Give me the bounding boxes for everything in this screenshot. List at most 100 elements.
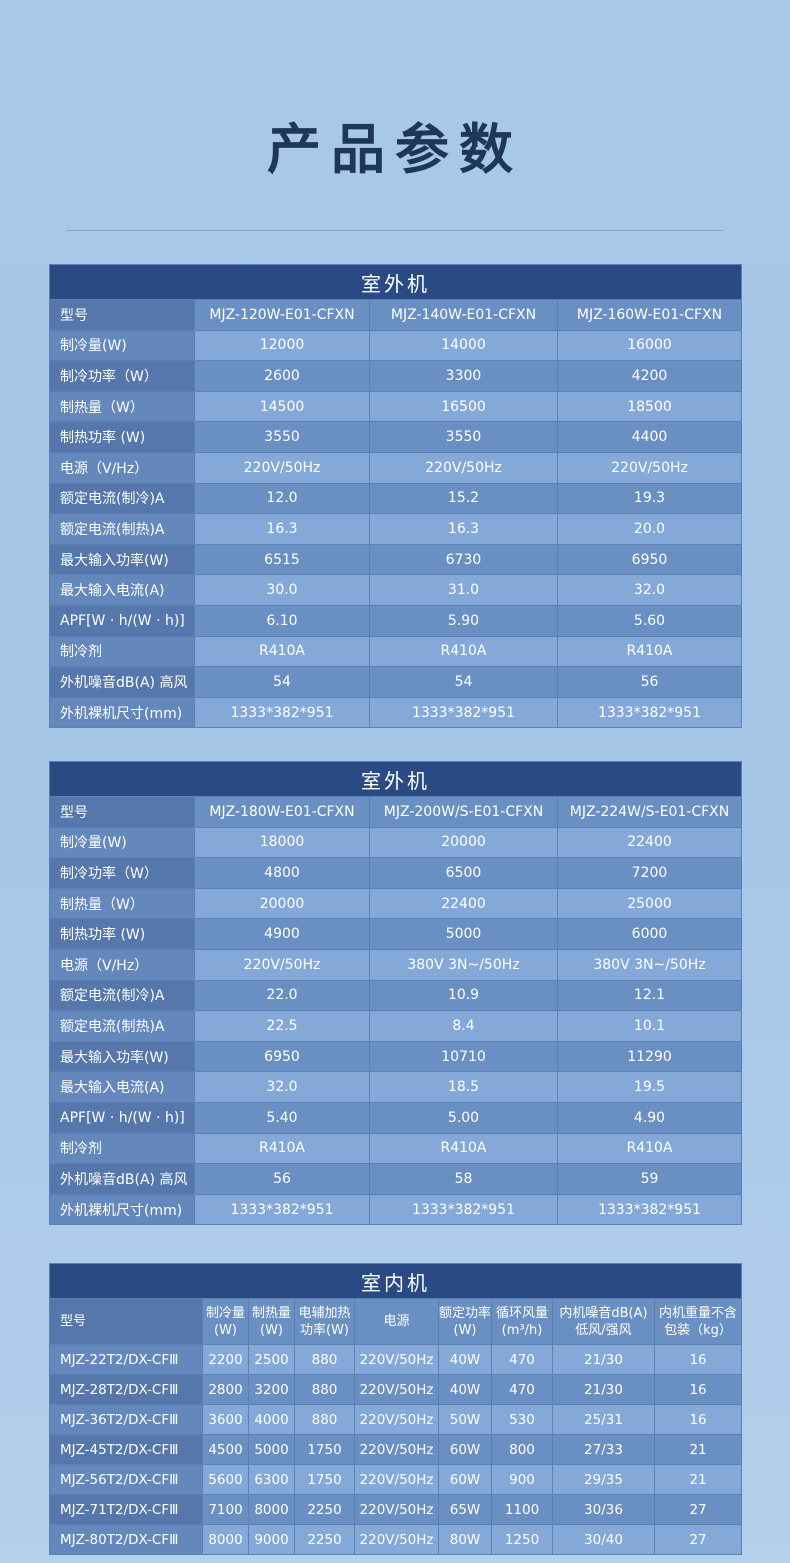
cell-value: 4.90 xyxy=(557,1101,742,1134)
row-label: 制冷量(W) xyxy=(49,826,195,859)
cell-value: 4200 xyxy=(557,360,742,392)
cell-value: 7200 xyxy=(557,857,742,889)
cell-value: 40W xyxy=(438,1344,492,1375)
table-caption: 室外机 xyxy=(49,761,742,797)
cell-value: 220V/50Hz xyxy=(354,1404,439,1435)
cell-value: 16.3 xyxy=(369,513,558,545)
table-row: 电源（V/Hz） 220V/50Hz 380V 3N~/50Hz 380V 3N~/5… xyxy=(49,948,742,981)
cell-value: 2250 xyxy=(294,1494,355,1525)
table-header-row: 型号 制冷量(W) 制热量(W) 电辅加热功率(W) 电源 额定功率(W) 循环风量(m³/… xyxy=(49,1298,743,1345)
table-caption-row: 室外机 xyxy=(49,761,742,797)
cell-value: 21/30 xyxy=(552,1374,655,1405)
cell-value: 16 xyxy=(653,1374,743,1405)
table-row: 最大输入功率(W) 6515 6730 6950 xyxy=(49,543,742,576)
cell-value: 5.90 xyxy=(369,604,558,637)
cell-value: 10.9 xyxy=(369,979,558,1012)
cell-value: 27/33 xyxy=(552,1434,655,1465)
cell-value: 220V/50Hz xyxy=(194,451,370,484)
column-header: 电源 xyxy=(354,1298,439,1345)
cell-value: 1333*382*951 xyxy=(194,696,370,729)
cell-value: 8.4 xyxy=(369,1010,558,1042)
cell-value: 8000 xyxy=(248,1494,295,1525)
table-row: MJZ-36T2/DX-CFⅢ 3600 4000 880 220V/50Hz 50W 53… xyxy=(49,1404,743,1435)
cell-value: 65W xyxy=(438,1494,492,1525)
cell-value: 27 xyxy=(653,1524,743,1555)
cell-value: MJZ-224W/S-E01-CFXN xyxy=(557,796,742,828)
table-row: 制冷功率（W） 4800 6500 7200 xyxy=(49,857,742,889)
table-caption: 室外机 xyxy=(49,264,742,300)
divider xyxy=(67,230,723,231)
row-label: MJZ-71T2/DX-CFⅢ xyxy=(49,1494,203,1525)
cell-value: 12.1 xyxy=(557,979,742,1012)
cell-value: 4400 xyxy=(557,421,742,453)
cell-value: R410A xyxy=(557,1132,742,1165)
cell-value: 20000 xyxy=(369,826,558,859)
cell-value: 11290 xyxy=(557,1040,742,1073)
cell-value: 16000 xyxy=(557,329,742,362)
table-row: 外机噪音dB(A) 高风 56 58 59 xyxy=(49,1163,742,1195)
cell-value: 20000 xyxy=(194,887,370,920)
cell-value: 6.10 xyxy=(194,604,370,637)
table-row: 电源（V/Hz） 220V/50Hz 220V/50Hz 220V/50Hz xyxy=(49,451,742,484)
table-row: 型号 MJZ-120W-E01-CFXN MJZ-140W-E01-CFXN MJZ-… xyxy=(49,299,742,331)
row-label: 最大输入电流(A) xyxy=(49,574,195,606)
row-label: MJZ-56T2/DX-CFⅢ xyxy=(49,1464,203,1495)
row-label: 电源（V/Hz） xyxy=(49,948,195,981)
cell-value: 32.0 xyxy=(194,1071,370,1103)
cell-value: 12.0 xyxy=(194,482,370,515)
cell-value: MJZ-200W/S-E01-CFXN xyxy=(369,796,558,828)
cell-value: 50W xyxy=(438,1404,492,1435)
cell-value: 22.0 xyxy=(194,979,370,1012)
cell-value: 220V/50Hz xyxy=(557,451,742,484)
cell-value: 2200 xyxy=(202,1344,249,1375)
cell-value: 6730 xyxy=(369,543,558,576)
table-row: MJZ-56T2/DX-CFⅢ 5600 6300 1750 220V/50Hz 60W 9… xyxy=(49,1464,743,1495)
cell-value: 16 xyxy=(653,1404,743,1435)
row-label: 制冷功率（W） xyxy=(49,360,195,392)
cell-value: 7100 xyxy=(202,1494,249,1525)
cell-value: 220V/50Hz xyxy=(354,1344,439,1375)
cell-value: 2500 xyxy=(248,1344,295,1375)
table-caption: 室内机 xyxy=(48,1263,743,1299)
row-label: 制热功率 (W) xyxy=(49,421,195,453)
row-label: 型号 xyxy=(49,299,195,331)
outdoor-spec-table-1: 室外机 型号 MJZ-120W-E01-CFXN MJZ-140W-E01-CFXN M… xyxy=(49,264,742,729)
cell-value: 220V/50Hz xyxy=(369,451,558,484)
cell-value: 18.5 xyxy=(369,1071,558,1103)
row-label: 外机噪音dB(A) 高风 xyxy=(49,666,195,698)
column-header: 电辅加热功率(W) xyxy=(294,1298,355,1345)
cell-value: 2600 xyxy=(194,360,370,392)
cell-value: 30.0 xyxy=(194,574,370,606)
cell-value: 21 xyxy=(653,1434,743,1465)
outdoor-spec-table-2: 室外机 型号 MJZ-180W-E01-CFXN MJZ-200W/S-E01-CFX… xyxy=(49,761,742,1226)
row-label: 最大输入电流(A) xyxy=(49,1071,195,1103)
table-row: 外机噪音dB(A) 高风 54 54 56 xyxy=(49,666,742,698)
cell-value: 16.3 xyxy=(194,513,370,545)
row-label: MJZ-28T2/DX-CFⅢ xyxy=(49,1374,203,1405)
table-row: 制冷量(W) 18000 20000 22400 xyxy=(49,826,742,859)
cell-value: 2250 xyxy=(294,1524,355,1555)
cell-value: 40W xyxy=(438,1374,492,1405)
cell-value: 380V 3N~/50Hz xyxy=(557,948,742,981)
cell-value: 58 xyxy=(369,1163,558,1195)
cell-value: 4800 xyxy=(194,857,370,889)
cell-value: 30/40 xyxy=(552,1524,655,1555)
cell-value: 19.5 xyxy=(557,1071,742,1103)
table-row: MJZ-22T2/DX-CFⅢ 2200 2500 880 220V/50Hz 40W 47… xyxy=(49,1344,743,1375)
cell-value: 880 xyxy=(294,1404,355,1435)
row-label: MJZ-22T2/DX-CFⅢ xyxy=(49,1344,203,1375)
cell-value: 5.40 xyxy=(194,1101,370,1134)
table-row: 额定电流(制冷)A 22.0 10.9 12.1 xyxy=(49,979,742,1012)
cell-value: 59 xyxy=(557,1163,742,1195)
table-caption-row: 室内机 xyxy=(48,1263,743,1299)
cell-value: 10710 xyxy=(369,1040,558,1073)
table-row: 制冷剂 R410A R410A R410A xyxy=(49,635,742,668)
cell-value: 25000 xyxy=(557,887,742,920)
cell-value: 1333*382*951 xyxy=(557,1193,742,1226)
cell-value: 6000 xyxy=(557,918,742,950)
cell-value: 5.00 xyxy=(369,1101,558,1134)
cell-value: 220V/50Hz xyxy=(354,1434,439,1465)
table-caption-row: 室外机 xyxy=(49,264,742,300)
cell-value: 6950 xyxy=(557,543,742,576)
column-header: 额定功率(W) xyxy=(438,1298,492,1345)
